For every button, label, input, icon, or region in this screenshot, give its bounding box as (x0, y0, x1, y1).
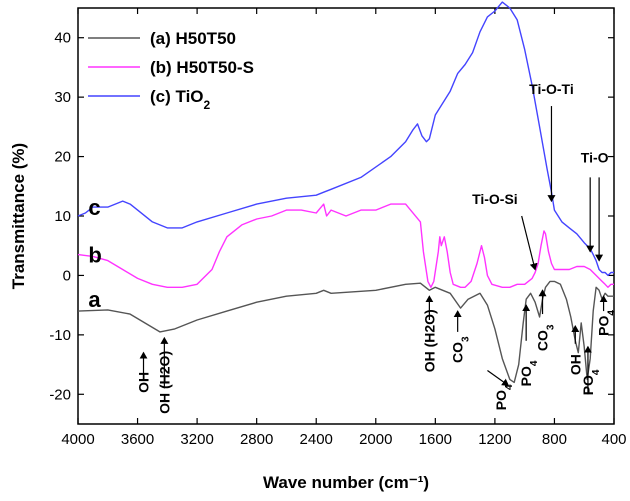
y-tick-label: 20 (54, 149, 71, 166)
x-tick-label: 1600 (419, 431, 452, 448)
annotation-arrow (521, 215, 538, 271)
curve-letters: cba (88, 195, 101, 312)
x-tick-label: 3200 (180, 431, 213, 448)
annotation-label: OH (H2O) (156, 351, 172, 414)
y-tick-label: -10 (49, 327, 71, 344)
y-tick-label: 40 (54, 30, 71, 47)
y-tick-label: -20 (49, 386, 71, 403)
x-tick-label: 3600 (121, 431, 154, 448)
annotation-arrow (487, 370, 510, 386)
annotation-label: CO3 (450, 336, 472, 363)
axis-ticks: 4000 3600 3200 2800 2400 2000 1600 1200 800 400-2… (49, 8, 627, 448)
series-curves (77, 1, 614, 384)
y-tick-label: 30 (54, 89, 71, 106)
x-tick-label: 800 (542, 431, 567, 448)
x-tick-label: 4000 (61, 431, 94, 448)
annotation-label: CO3 (535, 324, 557, 351)
annotation-label: OH (567, 354, 583, 375)
x-tick-label: 2800 (240, 431, 273, 448)
legend-entry: (b) H50T50-S (150, 58, 254, 77)
y-tick-label: 0 (63, 267, 71, 284)
x-axis-label: Wave number (cm⁻¹) (263, 473, 429, 492)
legend: (a) H50T50 (b) H50T50-S (c) TiO2 (88, 29, 254, 112)
y-axis-label: Transmittance (%) (9, 143, 28, 289)
annotation-label: Ti-O-Si (472, 191, 518, 207)
annotation-label: Ti-O (581, 150, 609, 166)
y-tick-label: 10 (54, 208, 71, 225)
series-line-a (77, 280, 614, 384)
series-line-b (77, 203, 614, 288)
curve-letter: a (88, 287, 101, 312)
annotation-label: Ti-O-Ti (529, 81, 574, 97)
x-tick-label: 2400 (300, 431, 333, 448)
annotation-label: OH (136, 372, 152, 393)
annotation-label: PO4 (518, 360, 540, 386)
series-line-c (77, 1, 614, 277)
annotation-label: OH (H2O) (421, 309, 437, 372)
x-tick-label: 1200 (478, 431, 511, 448)
x-tick-label: 400 (601, 431, 626, 448)
x-tick-label: 2000 (359, 431, 392, 448)
annotation-label: PO4 (493, 384, 515, 410)
legend-entry: (c) TiO2 (150, 87, 211, 112)
curve-letter: c (88, 195, 100, 220)
band-annotations: OH OH (H2O)OH (H2O) CO3PO4PO4CO3OHPO4PO4Ti… (136, 81, 618, 414)
curve-letter: b (88, 243, 101, 268)
legend-entry: (a) H50T50 (150, 29, 236, 48)
